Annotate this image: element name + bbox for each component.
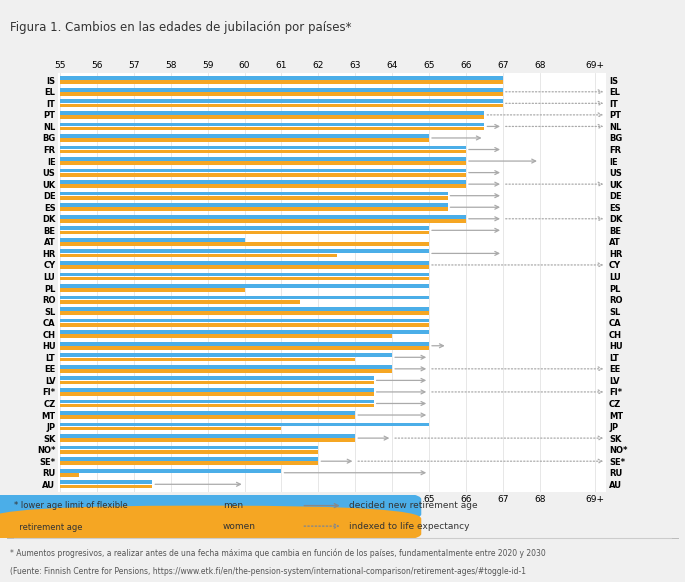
Bar	[60, 311, 429, 315]
Bar	[60, 423, 429, 427]
Bar	[60, 427, 282, 431]
Text: indexed to life expectancy: indexed to life expectancy	[349, 521, 470, 531]
Bar	[60, 115, 484, 119]
Bar	[60, 323, 429, 327]
Bar	[60, 469, 282, 473]
Text: retirement age: retirement age	[14, 523, 82, 532]
Bar	[60, 265, 429, 269]
Bar	[60, 346, 429, 350]
Bar	[60, 196, 447, 200]
Bar	[60, 203, 447, 207]
Bar	[60, 238, 245, 242]
Text: women: women	[223, 521, 256, 531]
Bar	[60, 88, 503, 91]
Bar	[60, 80, 503, 84]
Bar	[60, 300, 300, 303]
Bar	[60, 450, 319, 453]
Bar	[60, 388, 374, 392]
Bar	[60, 261, 429, 265]
Bar	[60, 400, 374, 403]
Bar	[60, 284, 429, 288]
Bar	[60, 365, 393, 368]
Bar	[60, 254, 337, 257]
Bar	[60, 473, 79, 477]
Bar	[60, 457, 319, 461]
Bar	[60, 404, 374, 407]
Bar	[60, 184, 466, 188]
Bar	[60, 173, 466, 176]
Bar	[60, 230, 429, 234]
Bar	[60, 485, 152, 488]
Bar	[60, 180, 466, 184]
Bar	[60, 104, 503, 107]
Text: Figura 1. Cambios en las edades de jubilación por países*: Figura 1. Cambios en las edades de jubil…	[10, 21, 352, 34]
Bar	[60, 296, 429, 299]
Bar	[60, 76, 503, 80]
Bar	[60, 191, 447, 196]
Bar	[60, 169, 466, 172]
FancyBboxPatch shape	[0, 486, 421, 527]
Bar	[60, 319, 429, 322]
Bar	[60, 353, 393, 357]
Bar	[60, 207, 447, 211]
Bar	[60, 219, 466, 223]
Bar	[60, 480, 152, 484]
Bar	[60, 226, 429, 230]
Text: * Aumentos progresivos, a realizar antes de una fecha máxima que cambia en funci: * Aumentos progresivos, a realizar antes…	[10, 549, 546, 558]
Bar	[60, 242, 429, 246]
Text: * lower age limit of flexible: * lower age limit of flexible	[14, 501, 127, 510]
Bar	[60, 392, 374, 396]
Bar	[60, 377, 374, 380]
Bar	[60, 369, 393, 373]
Text: (Fuente: Finnish Centre for Pensions, https://www.etk.fi/en/the-pension-system/i: (Fuente: Finnish Centre for Pensions, ht…	[10, 567, 526, 576]
Bar	[60, 357, 356, 361]
Bar	[60, 150, 466, 154]
Bar	[60, 288, 245, 292]
Bar	[60, 272, 429, 276]
Bar	[60, 92, 503, 95]
Bar	[60, 215, 466, 219]
Bar	[60, 342, 429, 346]
Text: men: men	[223, 501, 242, 510]
Bar	[60, 122, 484, 126]
Bar	[60, 127, 484, 130]
Bar	[60, 415, 356, 419]
Bar	[60, 434, 356, 438]
Bar	[60, 157, 466, 161]
Bar	[60, 335, 393, 338]
Bar	[60, 100, 503, 103]
Bar	[60, 307, 429, 311]
FancyBboxPatch shape	[0, 506, 421, 547]
Bar	[60, 161, 466, 165]
Bar	[60, 146, 466, 150]
Bar	[60, 438, 356, 442]
Bar	[60, 111, 484, 115]
Bar	[60, 138, 429, 142]
Bar	[60, 331, 429, 334]
Bar	[60, 381, 374, 384]
Bar	[60, 134, 429, 138]
Bar	[60, 462, 319, 465]
Bar	[60, 411, 356, 415]
Text: decided new retirement age: decided new retirement age	[349, 501, 478, 510]
Bar	[60, 276, 429, 281]
Bar	[60, 250, 429, 253]
Bar	[60, 446, 319, 449]
